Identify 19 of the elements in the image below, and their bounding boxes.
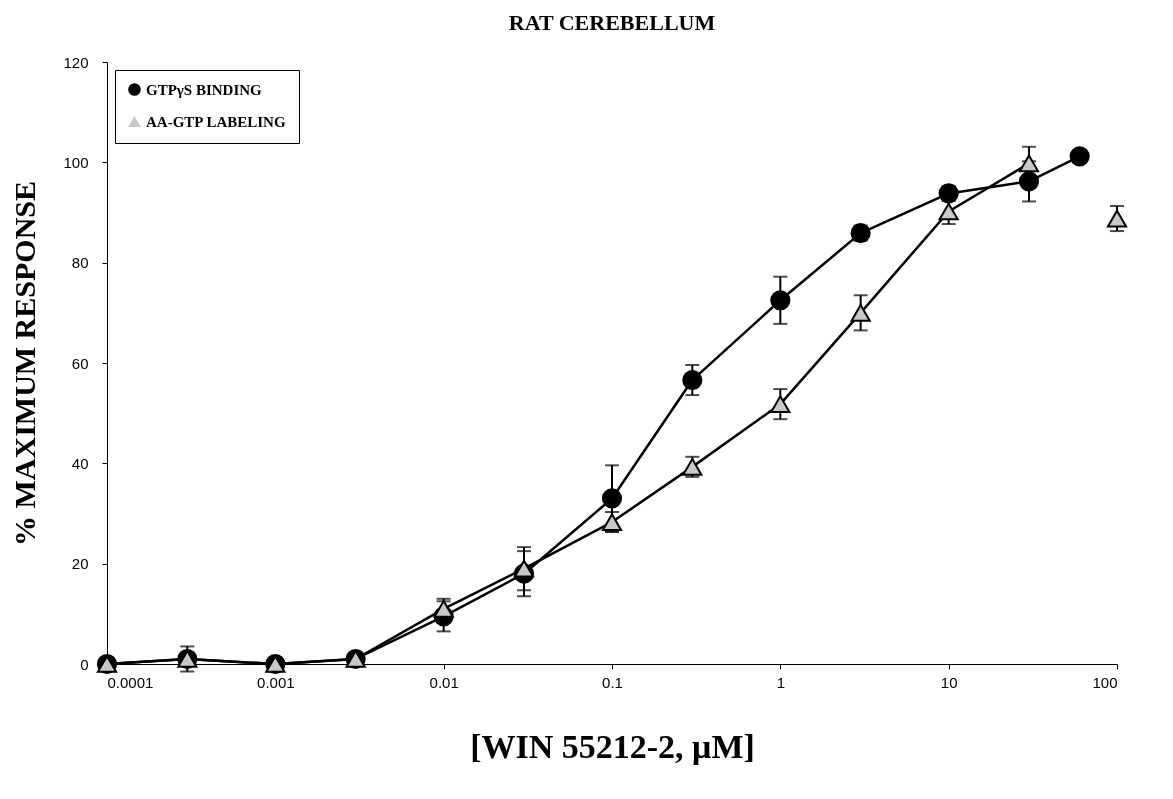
y-axis-title: % MAXIMUM RESPONSE <box>8 181 42 546</box>
x-tick-label: 1 <box>776 673 786 691</box>
x-tick-label: 0.0001 <box>107 673 154 691</box>
y-tick-label: 80 <box>71 254 89 272</box>
x-tick-label: 0.001 <box>257 673 295 691</box>
x-tick-label: 100 <box>1092 673 1118 691</box>
y-tick-label: 120 <box>63 53 89 71</box>
y-tick-label: 40 <box>71 454 89 472</box>
legend-label: GTPγS BINDING <box>146 81 263 98</box>
x-tick-label: 0.1 <box>602 673 623 691</box>
y-tick-label: 60 <box>71 354 89 372</box>
chart-title: RAT CEREBELLUM <box>508 10 716 35</box>
x-axis-title: [WIN 55212-2, μM] <box>470 727 755 765</box>
legend-label: AA-GTP LABELING <box>146 113 286 130</box>
x-tick-label: 0.01 <box>429 673 459 691</box>
y-tick-label: 20 <box>71 555 89 573</box>
y-tick-label: 100 <box>63 153 89 171</box>
x-tick-label: 10 <box>940 673 958 691</box>
y-tick-label: 0 <box>80 655 89 673</box>
